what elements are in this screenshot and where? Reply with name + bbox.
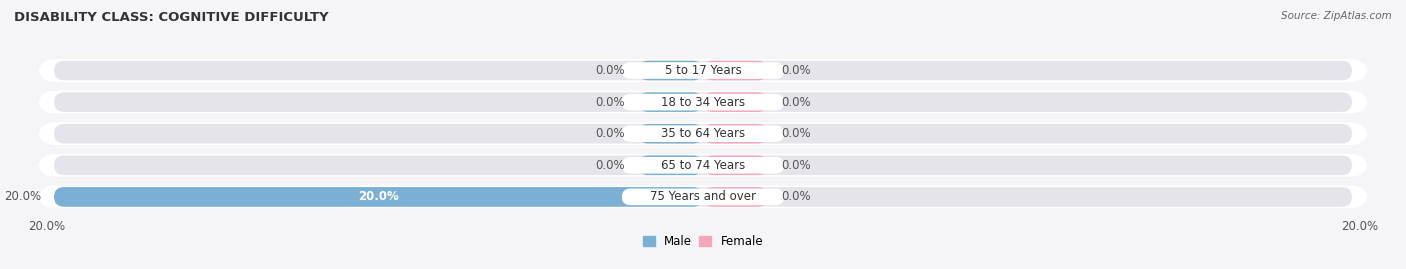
FancyBboxPatch shape (621, 189, 785, 205)
Text: 20.0%: 20.0% (1341, 220, 1378, 233)
Text: 35 to 64 Years: 35 to 64 Years (661, 127, 745, 140)
Text: 20.0%: 20.0% (4, 190, 41, 203)
Text: 0.0%: 0.0% (780, 190, 810, 203)
FancyBboxPatch shape (38, 91, 1368, 114)
FancyBboxPatch shape (621, 157, 785, 174)
Text: 20.0%: 20.0% (28, 220, 65, 233)
FancyBboxPatch shape (38, 186, 1368, 208)
FancyBboxPatch shape (638, 92, 703, 112)
FancyBboxPatch shape (38, 154, 1368, 177)
Text: 0.0%: 0.0% (596, 64, 626, 77)
Text: 20.0%: 20.0% (359, 190, 399, 203)
FancyBboxPatch shape (53, 92, 1353, 112)
FancyBboxPatch shape (53, 61, 1353, 80)
FancyBboxPatch shape (53, 155, 1353, 175)
Text: 65 to 74 Years: 65 to 74 Years (661, 159, 745, 172)
Legend: Male, Female: Male, Female (638, 230, 768, 253)
FancyBboxPatch shape (621, 62, 785, 79)
FancyBboxPatch shape (638, 124, 703, 143)
FancyBboxPatch shape (638, 61, 703, 80)
Text: 0.0%: 0.0% (596, 95, 626, 109)
FancyBboxPatch shape (621, 125, 785, 142)
FancyBboxPatch shape (703, 124, 768, 143)
Text: 0.0%: 0.0% (596, 159, 626, 172)
Text: 0.0%: 0.0% (780, 95, 810, 109)
Text: 0.0%: 0.0% (596, 127, 626, 140)
FancyBboxPatch shape (53, 124, 1353, 143)
Text: 0.0%: 0.0% (780, 159, 810, 172)
FancyBboxPatch shape (703, 155, 768, 175)
FancyBboxPatch shape (638, 155, 703, 175)
Text: 0.0%: 0.0% (780, 64, 810, 77)
FancyBboxPatch shape (53, 187, 1353, 207)
FancyBboxPatch shape (621, 94, 785, 111)
FancyBboxPatch shape (38, 122, 1368, 145)
FancyBboxPatch shape (703, 187, 768, 207)
FancyBboxPatch shape (38, 59, 1368, 82)
FancyBboxPatch shape (703, 61, 768, 80)
Text: 18 to 34 Years: 18 to 34 Years (661, 95, 745, 109)
Text: 0.0%: 0.0% (780, 127, 810, 140)
FancyBboxPatch shape (703, 92, 768, 112)
Text: Source: ZipAtlas.com: Source: ZipAtlas.com (1281, 11, 1392, 21)
Text: 5 to 17 Years: 5 to 17 Years (665, 64, 741, 77)
Text: DISABILITY CLASS: COGNITIVE DIFFICULTY: DISABILITY CLASS: COGNITIVE DIFFICULTY (14, 11, 329, 24)
FancyBboxPatch shape (53, 187, 703, 207)
Text: 75 Years and over: 75 Years and over (650, 190, 756, 203)
